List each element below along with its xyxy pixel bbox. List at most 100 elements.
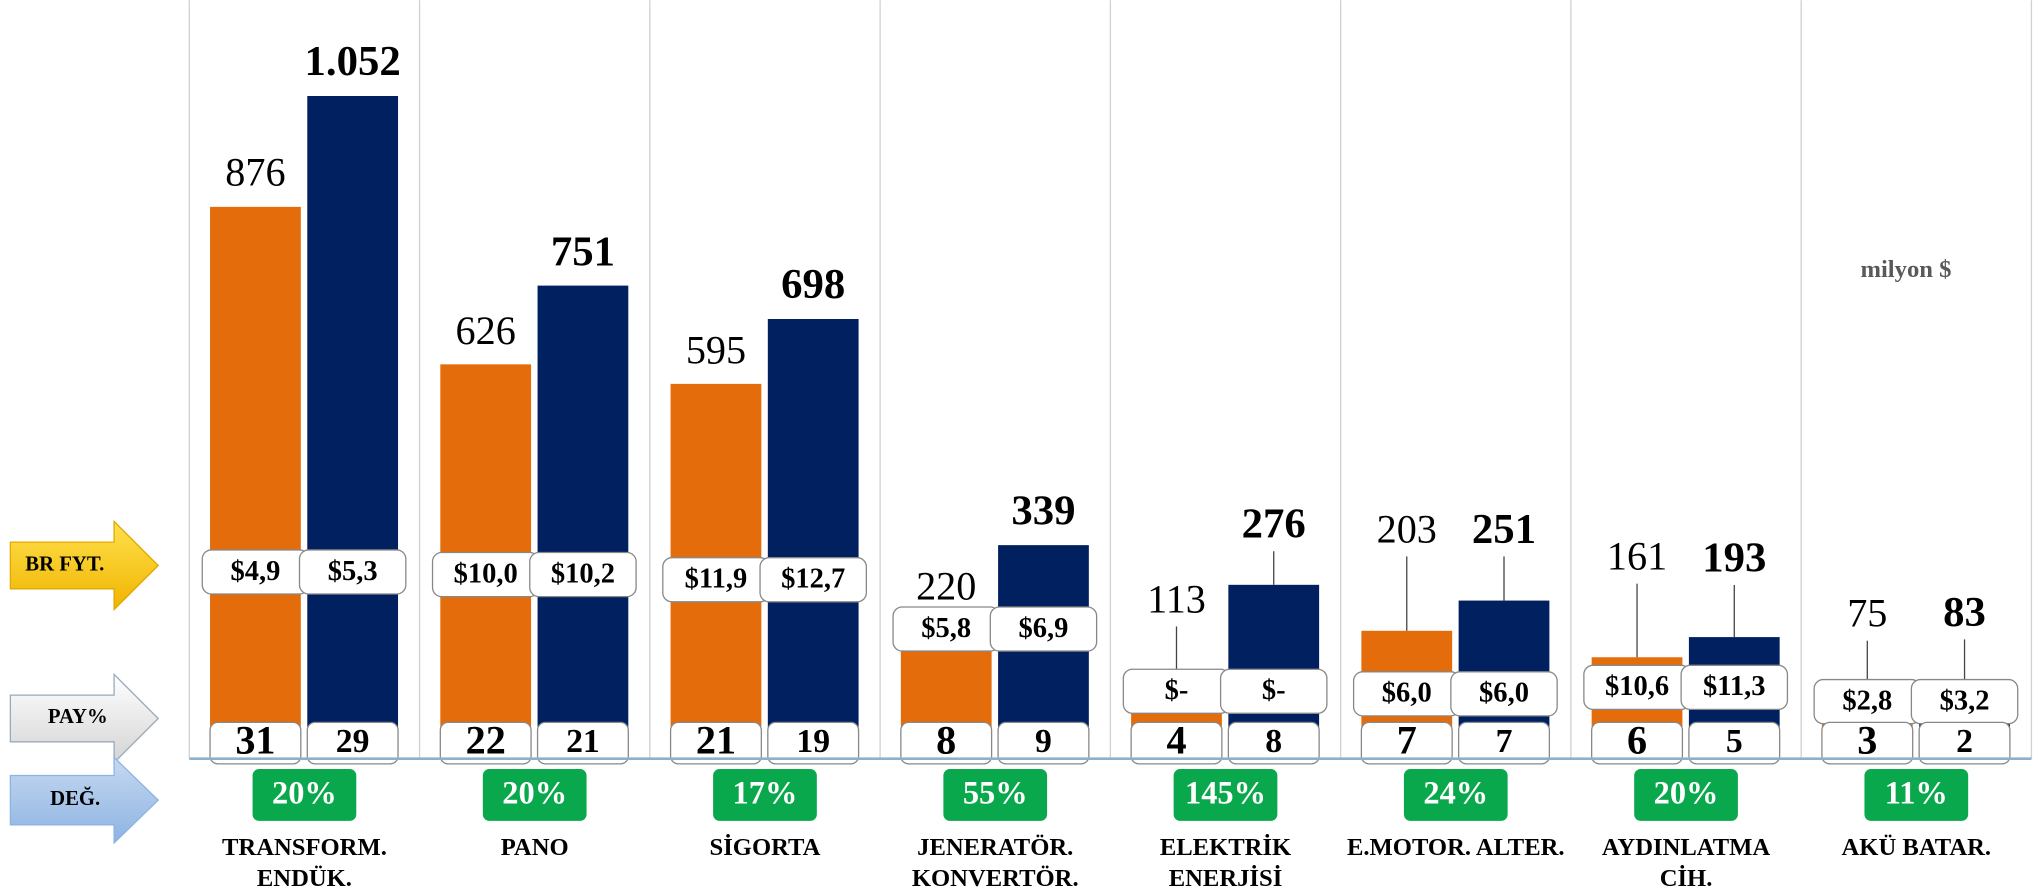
data-label: 203 — [1377, 506, 1437, 551]
share-label: 22 — [466, 718, 506, 763]
share-label: 7 — [1496, 723, 1513, 760]
share-box — [209, 721, 302, 765]
share-box — [1227, 721, 1320, 765]
x-tick-label: PANO — [501, 834, 569, 861]
change-label: 20% — [272, 776, 337, 812]
x-tick-label: CİH. — [1660, 864, 1713, 892]
share-box — [1591, 721, 1684, 765]
share-label: 8 — [1265, 723, 1282, 760]
price-label: $6,0 — [1479, 678, 1529, 709]
share-box — [439, 721, 532, 765]
price-label: $5,8 — [921, 613, 971, 644]
share-box — [536, 721, 629, 765]
change-box — [482, 769, 587, 821]
data-label: 83 — [1943, 589, 1986, 636]
x-tick-label: ENERJİSİ — [1169, 864, 1283, 892]
x-tick-label: TRANSFORM. — [222, 834, 387, 861]
price-box — [759, 557, 868, 603]
price-label: $4,9 — [230, 556, 280, 587]
share-label: 4 — [1166, 718, 1186, 763]
price-label: $6,9 — [1019, 613, 1069, 644]
x-tick-label: ELEKTRİK — [1160, 833, 1291, 861]
share-box — [767, 721, 860, 765]
change-label: 24% — [1423, 776, 1488, 812]
data-label: 595 — [686, 327, 746, 372]
share-label: 31 — [235, 718, 275, 763]
x-tick-label: KONVERTÖR. — [912, 865, 1079, 892]
share-box — [997, 721, 1090, 765]
share-box — [900, 721, 993, 765]
row-label: PAY% — [48, 706, 108, 728]
data-label: 75 — [1847, 591, 1887, 636]
change-box — [252, 769, 357, 821]
change-box — [1864, 769, 1969, 821]
data-label: 626 — [456, 308, 516, 353]
price-label: $12,7 — [781, 564, 845, 595]
change-box — [1634, 769, 1738, 821]
row-label: DEĞ. — [50, 786, 100, 810]
price-label: $10,2 — [551, 558, 615, 589]
x-tick-label: SİGORTA — [710, 833, 821, 861]
share-label: 9 — [1035, 723, 1052, 760]
row-label: BR FYT. — [25, 553, 104, 575]
share-label: 6 — [1627, 718, 1647, 763]
x-tick-label: AKÜ BATAR. — [1842, 834, 1992, 861]
price-label: $6,0 — [1382, 678, 1432, 709]
change-label: 20% — [1654, 776, 1719, 812]
arrow — [9, 519, 160, 612]
x-tick-label: AYDINLATMA — [1602, 834, 1771, 861]
change-label: 17% — [733, 776, 798, 812]
change-box — [943, 769, 1048, 821]
x-tick-label: E.MOTOR. ALTER. — [1347, 834, 1565, 861]
price-box — [989, 606, 1098, 652]
share-box — [1457, 721, 1551, 765]
share-box — [669, 721, 762, 765]
change-box — [1403, 769, 1508, 821]
data-label: 1.052 — [305, 38, 401, 85]
change-label: 20% — [502, 776, 567, 812]
price-box — [298, 549, 407, 595]
share-box — [1821, 721, 1914, 765]
data-label: 251 — [1472, 506, 1536, 553]
data-label: 339 — [1011, 488, 1075, 535]
change-label: 145% — [1185, 776, 1266, 812]
arrow — [9, 755, 160, 845]
price-label: $- — [1262, 675, 1286, 706]
share-label: 29 — [336, 723, 370, 760]
share-box — [1360, 721, 1453, 765]
share-box — [1130, 721, 1223, 765]
share-box — [306, 721, 399, 765]
share-box — [1918, 721, 2011, 765]
price-box — [1219, 668, 1328, 714]
price-label: $10,0 — [454, 558, 518, 589]
data-label: 220 — [916, 563, 976, 608]
share-label: 8 — [936, 718, 956, 763]
share-label: 5 — [1726, 723, 1743, 760]
share-label: 7 — [1397, 718, 1417, 763]
data-label: 698 — [781, 261, 845, 308]
change-label: 55% — [963, 776, 1028, 812]
price-label: $11,9 — [685, 564, 748, 595]
price-box — [1450, 671, 1558, 717]
price-label: $10,6 — [1605, 671, 1669, 702]
price-label: $5,3 — [328, 556, 378, 587]
data-label: 751 — [551, 228, 615, 275]
price-label: $3,2 — [1940, 685, 1990, 716]
bar — [210, 206, 301, 759]
data-label: 276 — [1242, 501, 1306, 548]
data-label: 161 — [1607, 534, 1667, 579]
x-tick-label: ENDÜK. — [257, 865, 352, 892]
data-label: 876 — [225, 150, 285, 195]
unit-note: milyon $ — [1860, 256, 1951, 283]
arrow — [9, 672, 160, 765]
share-box — [1688, 721, 1781, 765]
share-label: 21 — [566, 723, 600, 760]
share-label: 19 — [796, 723, 830, 760]
share-label: 3 — [1857, 718, 1877, 763]
share-label: 2 — [1956, 723, 1973, 760]
price-label: $- — [1165, 675, 1189, 706]
data-label: 113 — [1147, 576, 1206, 621]
change-box — [1173, 769, 1278, 821]
price-label: $2,8 — [1842, 685, 1892, 716]
